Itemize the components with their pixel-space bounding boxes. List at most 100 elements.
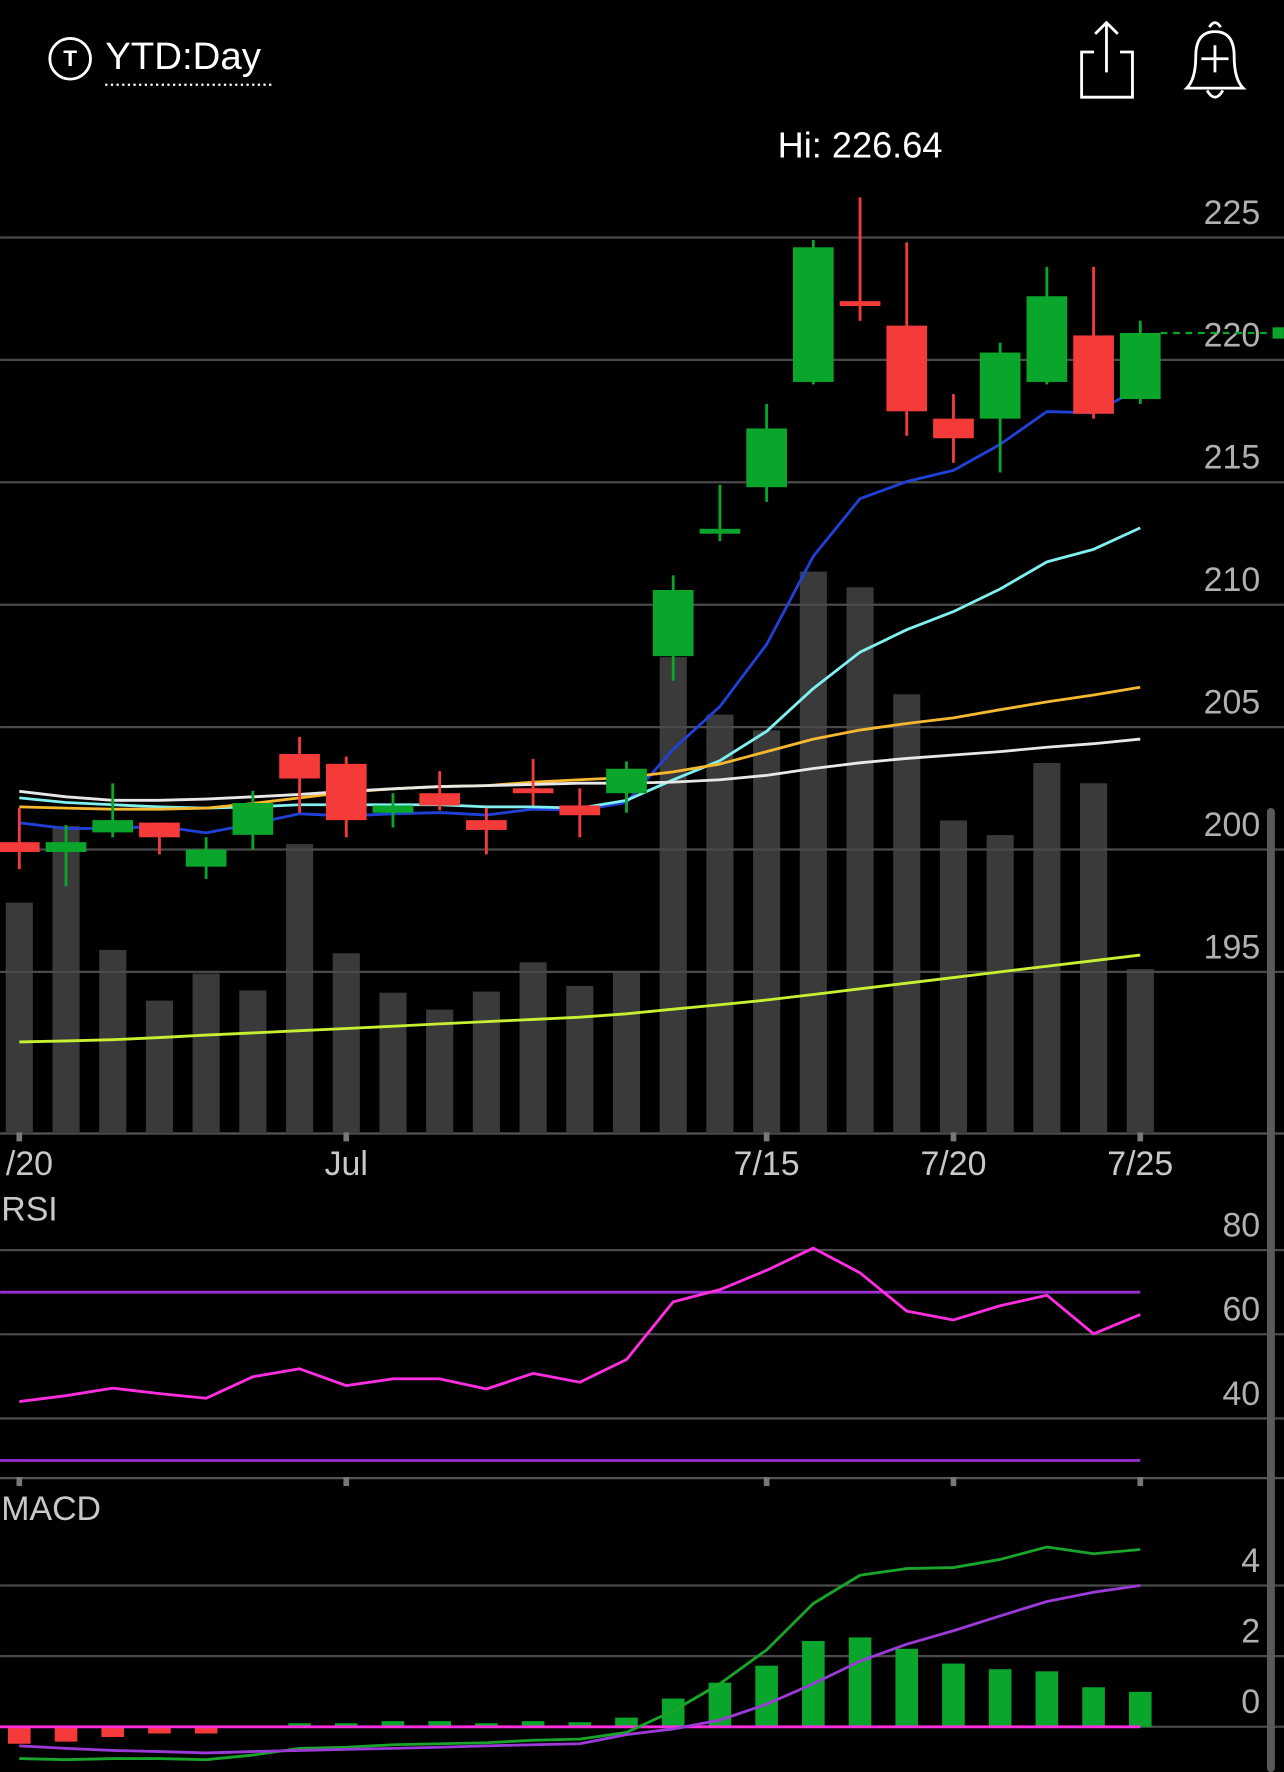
volume-bar (799, 571, 827, 1134)
volume-bar (659, 657, 687, 1134)
candle-body (419, 793, 461, 806)
histogram-bar (381, 1721, 405, 1727)
histogram-bar (942, 1663, 965, 1727)
candle-body (652, 590, 694, 657)
candle-body (699, 528, 741, 534)
x-tick-label: Jul (325, 1145, 368, 1183)
y-tick-label: 205 (1204, 683, 1261, 721)
panel-title: RSI (1, 1190, 57, 1228)
volume-bar (893, 694, 921, 1134)
histogram-bar (475, 1723, 498, 1727)
volume-bar (706, 714, 734, 1134)
y-tick-label: 210 (1204, 561, 1261, 599)
symbol-button[interactable]: T (48, 37, 92, 81)
volume-bar (332, 953, 360, 1134)
candle-body (325, 763, 367, 821)
candle-body (92, 820, 134, 833)
x-tick-label: 7/25 (1107, 1145, 1173, 1183)
series-line (19, 737, 1141, 802)
panel-title: MACD (1, 1490, 101, 1528)
histogram-bar (895, 1648, 919, 1727)
volume-bar (285, 844, 314, 1134)
candle-body (1119, 332, 1161, 400)
histogram-bar (101, 1726, 125, 1738)
y-tick-label: 225 (1204, 194, 1261, 232)
volume-bar (846, 587, 874, 1134)
histogram-bar (988, 1669, 1012, 1727)
symbol-icon-letter: T (63, 46, 77, 71)
high-annotation: Hi: 226.64 (778, 125, 943, 166)
volume-bar (192, 973, 220, 1134)
volume-bar (99, 949, 127, 1134)
alert-button[interactable] (1183, 21, 1247, 99)
y-tick-label: 195 (1204, 928, 1261, 966)
volume-bar (753, 730, 781, 1134)
candle-body (839, 301, 881, 307)
volume-bar (5, 902, 33, 1134)
y-tick-label: 80 (1222, 1207, 1260, 1245)
histogram-bar (615, 1717, 638, 1727)
histogram-bar (848, 1637, 872, 1727)
candle-body (185, 849, 227, 867)
last-price-marker (1272, 327, 1284, 339)
bell-plus (1201, 45, 1229, 73)
histogram-bar (194, 1726, 218, 1734)
candle-body (232, 803, 274, 835)
y-tick-label: 60 (1222, 1291, 1260, 1329)
candle-body (372, 805, 414, 813)
y-tick-label: 2 (1241, 1613, 1260, 1651)
scrollbar[interactable] (1266, 808, 1275, 1772)
candle-body (559, 805, 601, 816)
y-tick-label: 220 (1204, 316, 1261, 354)
volume-bar (519, 962, 547, 1134)
histogram-bar (1082, 1687, 1105, 1727)
series-line (19, 1584, 1141, 1755)
y-tick-label: 40 (1222, 1375, 1260, 1413)
timeframe-title[interactable]: YTD:Day (105, 35, 262, 78)
volume-bar (986, 835, 1014, 1134)
histogram-bar (568, 1722, 592, 1727)
volume-bar (612, 972, 641, 1134)
y-tick-label: 0 (1241, 1683, 1260, 1721)
histogram-bar (8, 1726, 31, 1744)
histogram-bar (148, 1726, 171, 1734)
x-tick-label: 7/20 (920, 1145, 986, 1183)
volume-bar (1126, 969, 1154, 1134)
candle-body (1073, 335, 1114, 414)
volume-bar (472, 991, 500, 1134)
y-tick-label: 215 (1204, 439, 1261, 477)
histogram-bar (54, 1726, 78, 1742)
candle-body (466, 820, 507, 830)
histogram-bar (661, 1698, 685, 1727)
histogram-bar (708, 1682, 732, 1727)
plot-area: 195 200 205 210 215 220 225/20 Jul 7/15 7/20 7/25 H… (0, 125, 1284, 1762)
share-button[interactable] (1080, 20, 1134, 99)
candle-body (933, 418, 974, 439)
y-tick-label: 4 (1241, 1542, 1260, 1580)
volume-bar (239, 990, 267, 1134)
volume-bar (426, 1009, 454, 1134)
histogram-bar (1035, 1671, 1059, 1727)
y-tick-label: 200 (1204, 806, 1261, 844)
candle-body (886, 325, 928, 412)
bell-clapper (1205, 89, 1225, 99)
x-tick-label: /20 (6, 1145, 53, 1183)
histogram-bar (755, 1665, 778, 1727)
histogram-bar (334, 1723, 358, 1727)
share-arrow (1094, 20, 1119, 73)
bell-top (1208, 21, 1222, 28)
candle-body (45, 842, 87, 852)
series-line (19, 1545, 1141, 1762)
candle-body (746, 428, 787, 488)
histogram-bar (1128, 1691, 1152, 1727)
histogram-bar (521, 1721, 545, 1727)
volume-bar (1033, 763, 1061, 1134)
series-line (19, 953, 1141, 1044)
volume-bar (566, 985, 594, 1134)
series-line (19, 685, 1141, 811)
candle-body (512, 788, 554, 794)
candle-body (606, 768, 647, 794)
x-tick-label: 7/15 (734, 1145, 800, 1183)
volume-bar (379, 992, 407, 1134)
